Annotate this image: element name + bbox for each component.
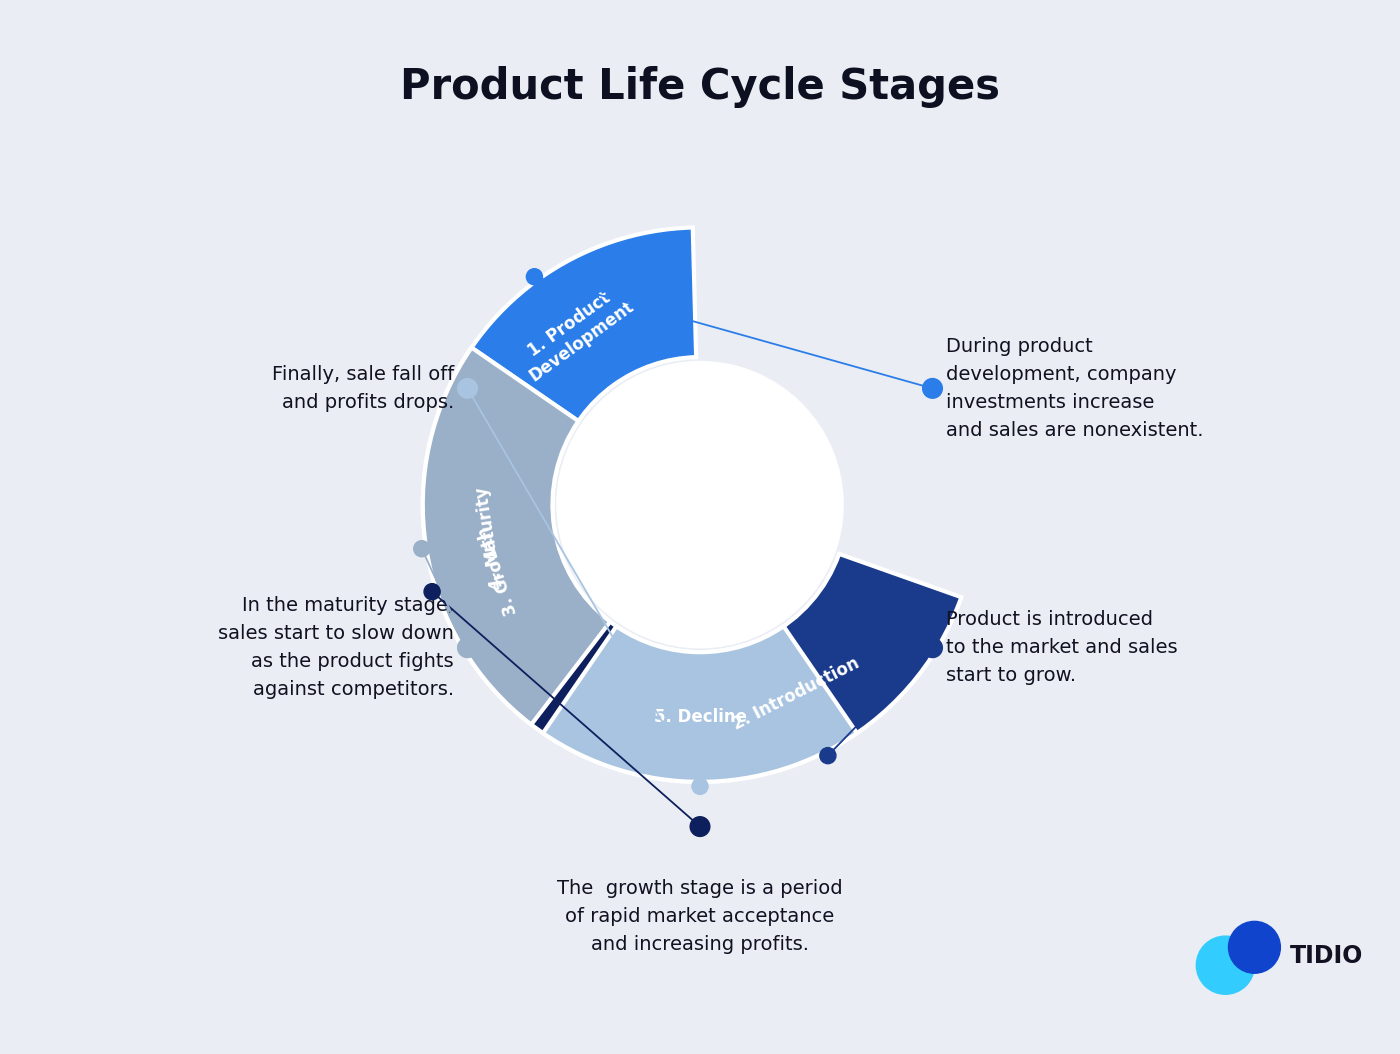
Circle shape <box>526 269 542 285</box>
Text: Product Life Cycle Stages: Product Life Cycle Stages <box>400 66 1000 109</box>
Circle shape <box>692 778 708 795</box>
Text: The  growth stage is a period
of rapid market acceptance
and increasing profits.: The growth stage is a period of rapid ma… <box>557 878 843 954</box>
Text: Product is introduced
to the market and sales
start to grow.: Product is introduced to the market and … <box>946 610 1177 685</box>
Wedge shape <box>622 554 962 782</box>
Text: Finally, sale fall off
and profits drops.: Finally, sale fall off and profits drops… <box>272 365 454 412</box>
Text: 5. Decline: 5. Decline <box>654 708 746 726</box>
Circle shape <box>690 817 710 837</box>
Text: 2. Introduction: 2. Introduction <box>729 655 862 734</box>
Circle shape <box>820 747 836 764</box>
Wedge shape <box>423 348 651 766</box>
Circle shape <box>923 378 942 398</box>
Text: TIDIO: TIDIO <box>1291 944 1364 969</box>
Circle shape <box>458 378 477 398</box>
Wedge shape <box>423 348 610 724</box>
Circle shape <box>1197 936 1254 994</box>
Circle shape <box>414 541 430 557</box>
Wedge shape <box>543 626 857 782</box>
Text: During product
development, company
investments increase
and sales are nonexiste: During product development, company inve… <box>946 337 1204 440</box>
Text: 4. Maturity: 4. Maturity <box>473 485 507 590</box>
Circle shape <box>424 584 440 600</box>
Circle shape <box>1229 921 1281 973</box>
Text: 3. Growth: 3. Growth <box>475 524 521 617</box>
Wedge shape <box>438 228 696 455</box>
Text: 1. Product
Development: 1. Product Development <box>514 280 637 385</box>
Circle shape <box>557 362 843 648</box>
Text: In the maturity stage,
sales start to slow down
as the product fights
against co: In the maturity stage, sales start to sl… <box>218 597 454 699</box>
Circle shape <box>923 638 942 658</box>
Circle shape <box>458 638 477 658</box>
